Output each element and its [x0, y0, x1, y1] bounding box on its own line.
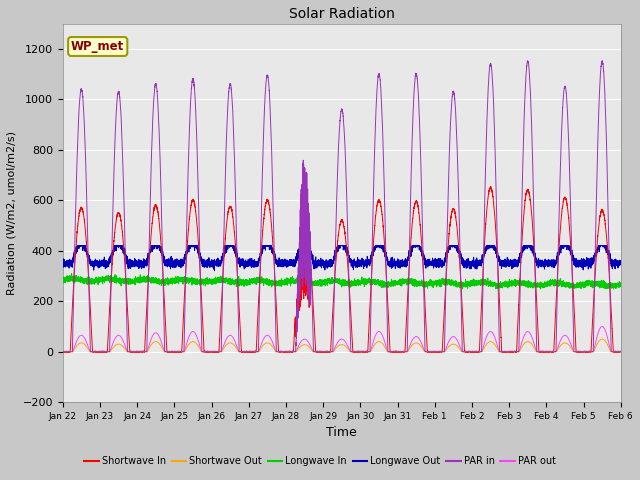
Legend: Shortwave In, Shortwave Out, Longwave In, Longwave Out, PAR in, PAR out: Shortwave In, Shortwave Out, Longwave In…	[80, 453, 560, 470]
X-axis label: Time: Time	[326, 426, 357, 440]
Y-axis label: Radiation (W/m2, umol/m2/s): Radiation (W/m2, umol/m2/s)	[7, 131, 17, 295]
Text: WP_met: WP_met	[71, 40, 124, 53]
Title: Solar Radiation: Solar Radiation	[289, 7, 395, 21]
